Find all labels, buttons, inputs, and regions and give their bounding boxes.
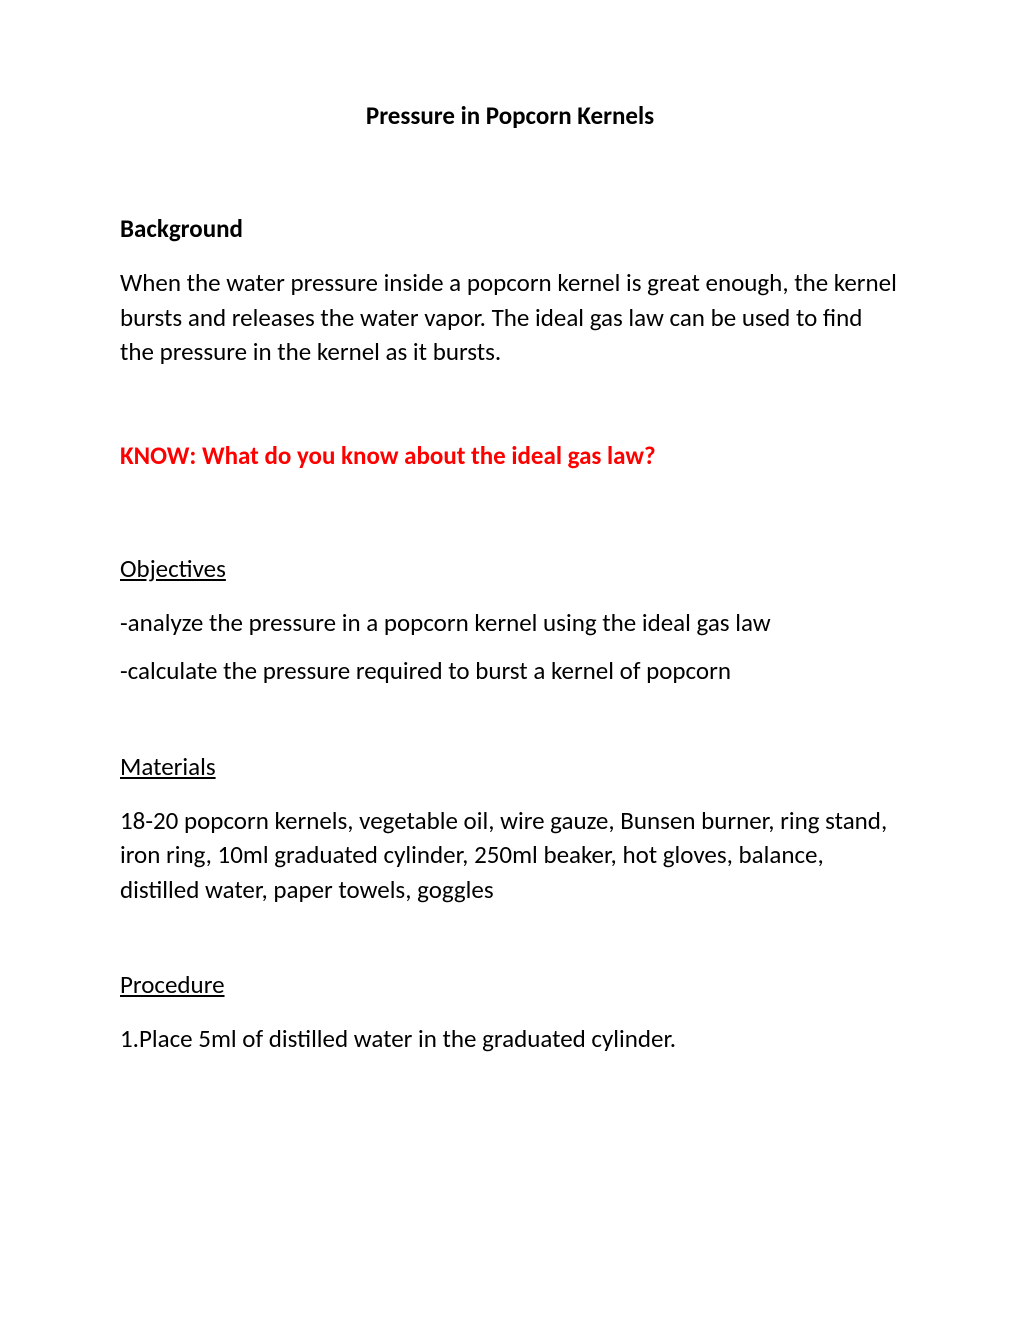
spacer [120, 703, 900, 751]
procedure-step: 1.Place 5ml of distilled water in the gr… [120, 1022, 900, 1057]
materials-heading: Materials [120, 751, 900, 782]
materials-text: 18-20 popcorn kernels, vegetable oil, wi… [120, 804, 900, 908]
background-heading: Background [120, 213, 900, 244]
know-prompt: KNOW: What do you know about the ideal g… [120, 440, 900, 471]
objective-item: -analyze the pressure in a popcorn kerne… [120, 606, 900, 641]
spacer [120, 929, 900, 969]
objectives-heading: Objectives [120, 553, 900, 584]
document-title: Pressure in Popcorn Kernels [120, 100, 900, 131]
objective-item: -calculate the pressure required to burs… [120, 654, 900, 689]
procedure-heading: Procedure [120, 969, 900, 1000]
background-text: When the water pressure inside a popcorn… [120, 266, 900, 370]
